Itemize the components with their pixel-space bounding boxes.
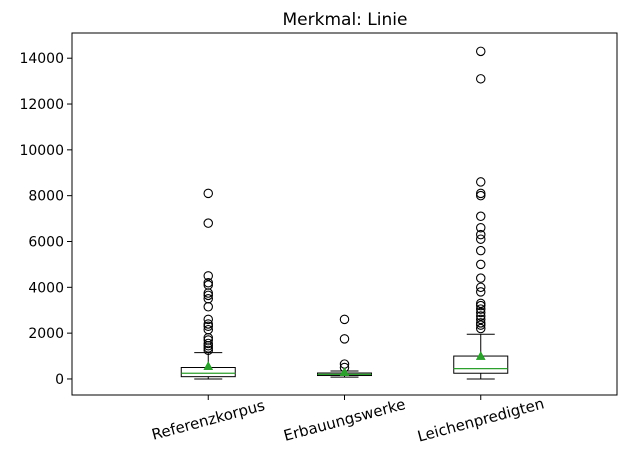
outlier-point bbox=[203, 345, 214, 356]
outlier-point bbox=[475, 234, 486, 244]
outlier-point bbox=[203, 319, 214, 329]
outlier-point bbox=[475, 311, 486, 321]
y-axis: 0 2000 4000 6000 8000 10000 12000 14000 bbox=[19, 51, 72, 388]
outlier-point bbox=[339, 314, 350, 325]
outlier-point bbox=[475, 190, 486, 201]
outlier-point bbox=[203, 314, 214, 325]
outlier-point bbox=[339, 334, 350, 344]
box-group bbox=[453, 46, 509, 380]
outlier-point bbox=[475, 229, 486, 240]
outlier-point bbox=[475, 259, 486, 270]
outlier-point bbox=[475, 318, 486, 328]
x-axis: Referenzkorpus Erbauungswerke Leichenpredi… bbox=[150, 394, 546, 445]
outlier-point bbox=[203, 338, 214, 349]
outlier-point bbox=[475, 320, 486, 330]
outlier-point bbox=[475, 287, 486, 297]
box-group bbox=[180, 188, 236, 380]
boxes bbox=[180, 46, 509, 380]
plot-area bbox=[71, 32, 618, 396]
outlier-point bbox=[475, 46, 486, 57]
outlier-point bbox=[203, 188, 214, 199]
outlier-point bbox=[475, 323, 486, 334]
y-tick-label: 8000 bbox=[28, 189, 64, 205]
y-tick-label: 0 bbox=[55, 372, 64, 388]
x-tick-label: Erbauungswerke bbox=[282, 395, 408, 445]
chart-title: Merkmal: Linie bbox=[283, 10, 408, 30]
outlier-point bbox=[475, 300, 486, 311]
outlier-point bbox=[475, 298, 486, 309]
outlier-point bbox=[203, 277, 214, 288]
mean-marker bbox=[339, 367, 350, 376]
y-tick-label: 6000 bbox=[28, 234, 64, 250]
outlier-point bbox=[475, 282, 486, 293]
outlier-point bbox=[203, 321, 214, 332]
outlier-point bbox=[203, 218, 214, 228]
outlier-point bbox=[475, 222, 486, 233]
outlier-point bbox=[203, 280, 214, 290]
outlier-point bbox=[475, 177, 486, 187]
box-group bbox=[317, 314, 372, 378]
outlier-point bbox=[475, 188, 486, 199]
y-tick-label: 4000 bbox=[28, 280, 64, 296]
outlier-point bbox=[475, 307, 486, 318]
outlier-point bbox=[475, 245, 486, 256]
outlier-point bbox=[475, 211, 486, 222]
y-tick-label: 2000 bbox=[28, 326, 64, 342]
outlier-point bbox=[203, 290, 214, 301]
outlier-point bbox=[203, 324, 214, 335]
outlier-point bbox=[475, 314, 486, 325]
outlier-point bbox=[203, 335, 214, 345]
y-tick-label: 10000 bbox=[19, 143, 64, 159]
y-tick-label: 12000 bbox=[19, 97, 64, 113]
mean-marker bbox=[475, 351, 486, 360]
outlier-point bbox=[203, 302, 214, 312]
outlier-point bbox=[203, 271, 214, 281]
outlier-point bbox=[475, 304, 486, 314]
x-tick-label: Leichenpredigten bbox=[415, 394, 546, 445]
y-tick-label: 14000 bbox=[19, 51, 64, 67]
x-tick-label: Referenzkorpus bbox=[150, 396, 267, 444]
outlier-point bbox=[203, 294, 214, 304]
mean-marker bbox=[203, 361, 214, 370]
outlier-point bbox=[475, 273, 486, 283]
outlier-point bbox=[475, 74, 486, 84]
